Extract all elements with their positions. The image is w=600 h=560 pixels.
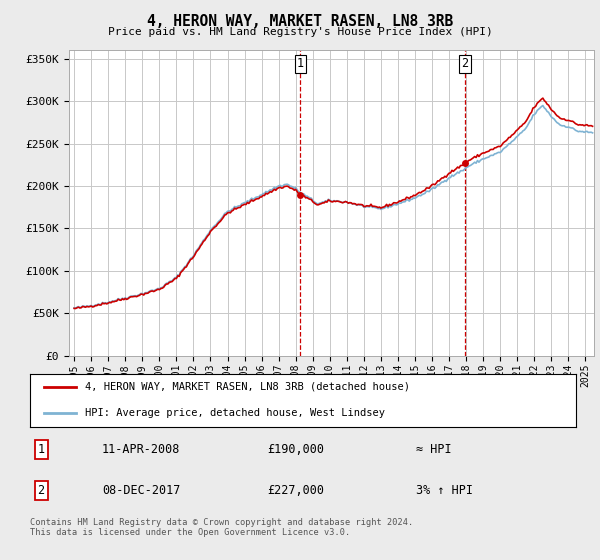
- Text: 3% ↑ HPI: 3% ↑ HPI: [416, 484, 473, 497]
- Text: 2: 2: [37, 484, 44, 497]
- Text: HPI: Average price, detached house, West Lindsey: HPI: Average price, detached house, West…: [85, 408, 385, 418]
- Text: 4, HERON WAY, MARKET RASEN, LN8 3RB (detached house): 4, HERON WAY, MARKET RASEN, LN8 3RB (det…: [85, 382, 410, 392]
- Text: 1: 1: [37, 442, 44, 456]
- Text: Price paid vs. HM Land Registry's House Price Index (HPI): Price paid vs. HM Land Registry's House …: [107, 27, 493, 37]
- Text: 2: 2: [461, 57, 469, 70]
- Text: Contains HM Land Registry data © Crown copyright and database right 2024.
This d: Contains HM Land Registry data © Crown c…: [30, 518, 413, 538]
- Text: 4, HERON WAY, MARKET RASEN, LN8 3RB: 4, HERON WAY, MARKET RASEN, LN8 3RB: [147, 14, 453, 29]
- Text: £190,000: £190,000: [268, 442, 325, 456]
- Text: ≈ HPI: ≈ HPI: [416, 442, 452, 456]
- Text: 08-DEC-2017: 08-DEC-2017: [102, 484, 180, 497]
- Text: 1: 1: [297, 57, 304, 70]
- Text: £227,000: £227,000: [268, 484, 325, 497]
- Text: 11-APR-2008: 11-APR-2008: [102, 442, 180, 456]
